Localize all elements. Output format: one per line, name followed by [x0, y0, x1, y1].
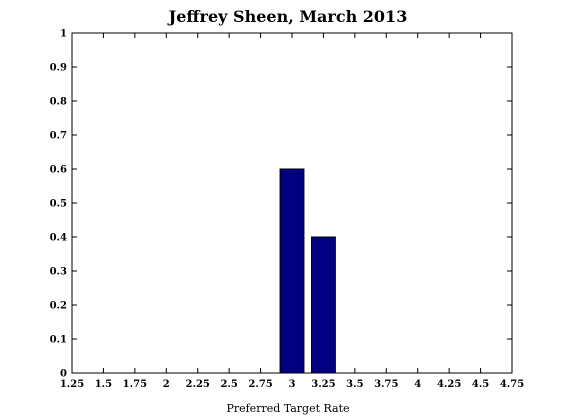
x-tick-label: 3	[289, 379, 296, 390]
x-tick-label: 3.75	[374, 379, 398, 390]
y-axis-tick-labels: 0 0.1 0.2 0.3 0.4 0.5 0.6 0.7 0.8 0.9 1	[50, 29, 67, 380]
y-tick-label: 1	[60, 29, 67, 40]
bars	[279, 168, 336, 374]
x-tick-label: 2.75	[248, 379, 272, 390]
x-tick-label: 4.75	[500, 379, 524, 390]
x-tick-label: 2.25	[186, 379, 210, 390]
chart-title: Jeffrey Sheen, March 2013	[167, 7, 408, 26]
y-tick-label: 0.8	[50, 97, 67, 108]
x-tick-label: 3.25	[311, 379, 335, 390]
y-tick-label: 0.1	[50, 335, 67, 346]
x-tick-label: 1.75	[123, 379, 147, 390]
x-tick-label: 4	[414, 379, 421, 390]
x-tick-label: 1.5	[95, 379, 112, 390]
y-tick-label: 0.9	[50, 63, 67, 74]
x-tick-label: 3.5	[346, 379, 363, 390]
bar-3.25	[310, 236, 336, 374]
x-tick-label: 4.25	[437, 379, 461, 390]
x-tick-label: 2.5	[220, 379, 237, 390]
x-tick-label: 4.5	[472, 379, 489, 390]
bar-3	[279, 168, 305, 374]
y-tick-label: 0.7	[50, 131, 67, 142]
y-tick-label: 0.2	[50, 301, 67, 312]
x-tick-label: 2	[163, 379, 170, 390]
y-tick-label: 0.3	[50, 267, 67, 278]
axis-ticks	[71, 32, 513, 374]
x-axis-label: Preferred Target Rate	[226, 402, 349, 415]
y-tick-label: 0.4	[50, 233, 67, 244]
y-tick-label: 0	[60, 369, 67, 380]
y-tick-label: 0.5	[50, 199, 67, 210]
x-axis-tick-labels: 1.25 1.5 1.75 2 2.25 2.5 2.75 3 3.25 3.5 3.75 4 4.25…	[60, 379, 524, 390]
y-tick-label: 0.6	[50, 165, 67, 176]
x-tick-label: 1.25	[60, 379, 84, 390]
